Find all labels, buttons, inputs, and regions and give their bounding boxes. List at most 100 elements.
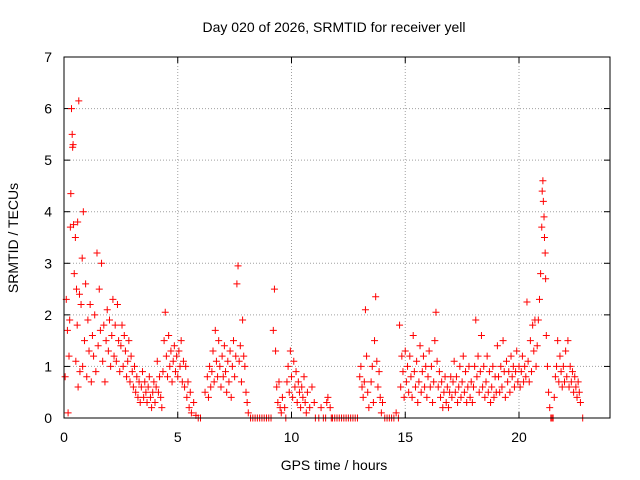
data-point: [70, 221, 78, 229]
data-point: [107, 362, 115, 370]
data-point: [566, 362, 574, 370]
data-point: [283, 378, 291, 386]
data-point: [326, 404, 334, 412]
data-point: [140, 393, 148, 401]
data-point: [244, 409, 252, 417]
data-point: [187, 409, 195, 417]
data-point: [308, 383, 316, 391]
data-point: [209, 347, 217, 355]
data-point: [571, 373, 579, 381]
data-point: [211, 326, 219, 334]
data-point: [190, 399, 198, 407]
data-point: [223, 388, 231, 396]
data-point: [133, 373, 141, 381]
x-tick-label: 10: [284, 429, 300, 445]
data-point: [77, 301, 85, 309]
data-point: [468, 399, 476, 407]
data-point: [419, 352, 427, 360]
data-point: [373, 357, 381, 365]
data-point: [434, 383, 442, 391]
y-tick-label: 1: [44, 358, 52, 374]
data-point: [109, 295, 117, 303]
data-point: [216, 362, 224, 370]
data-point: [286, 347, 294, 355]
data-point: [523, 298, 531, 306]
x-tick-label: 5: [174, 429, 182, 445]
data-point: [550, 393, 558, 401]
data-point: [430, 378, 438, 386]
y-axis-label: SRMTID / TECUs: [5, 183, 21, 293]
data-point: [300, 373, 308, 381]
data-point: [505, 368, 513, 376]
data-point: [79, 362, 87, 370]
x-tick-label: 15: [397, 429, 413, 445]
data-point: [467, 378, 475, 386]
data-point: [456, 362, 464, 370]
data-point: [99, 357, 107, 365]
data-point: [243, 399, 251, 407]
data-point: [483, 352, 491, 360]
data-point: [288, 373, 295, 381]
data-point: [489, 362, 497, 370]
data-point: [241, 362, 249, 370]
data-point: [150, 378, 158, 386]
data-point: [83, 373, 91, 381]
data-point: [67, 190, 75, 198]
data-point: [273, 383, 281, 391]
data-point: [75, 290, 83, 298]
data-point: [408, 393, 416, 401]
data-point: [92, 368, 100, 376]
data-point: [229, 337, 237, 345]
data-point: [272, 347, 280, 355]
data-point: [291, 383, 299, 391]
data-point: [128, 368, 136, 376]
data-point: [212, 357, 220, 365]
data-point: [203, 373, 211, 381]
data-point: [376, 393, 384, 401]
data-point: [496, 388, 504, 396]
data-point: [145, 373, 153, 381]
data-point: [497, 362, 505, 370]
y-tick-label: 0: [44, 410, 52, 426]
data-point: [396, 321, 404, 329]
data-point: [401, 347, 409, 355]
data-point: [377, 409, 385, 417]
data-point: [91, 311, 99, 319]
data-point: [117, 342, 125, 350]
data-point: [417, 388, 425, 396]
data-point: [123, 373, 131, 381]
data-point: [281, 404, 289, 412]
data-point: [375, 368, 383, 376]
data-point: [546, 404, 554, 412]
data-point: [93, 249, 101, 257]
data-point: [490, 393, 498, 401]
data-point: [452, 373, 460, 381]
data-point: [432, 308, 440, 316]
data-point: [144, 383, 152, 391]
data-point: [317, 404, 325, 412]
data-point: [182, 362, 190, 370]
data-point: [538, 187, 546, 195]
data-point: [473, 373, 481, 381]
data-point: [363, 352, 371, 360]
y-tick-label: 7: [44, 49, 52, 65]
data-point: [474, 352, 482, 360]
data-point: [129, 383, 137, 391]
y-tick-label: 4: [44, 204, 52, 220]
data-point: [100, 321, 108, 329]
data-point: [400, 393, 408, 401]
data-point: [411, 383, 419, 391]
data-point: [64, 409, 72, 417]
data-point: [206, 362, 214, 370]
data-point: [186, 388, 194, 396]
data-point: [68, 130, 76, 138]
data-point: [232, 352, 240, 360]
data-point: [462, 368, 470, 376]
data-point: [466, 393, 474, 401]
data-point: [455, 383, 463, 391]
data-point: [237, 378, 245, 386]
data-point: [572, 383, 580, 391]
data-point: [169, 357, 177, 365]
data-point: [289, 393, 297, 401]
data-point: [359, 393, 367, 401]
